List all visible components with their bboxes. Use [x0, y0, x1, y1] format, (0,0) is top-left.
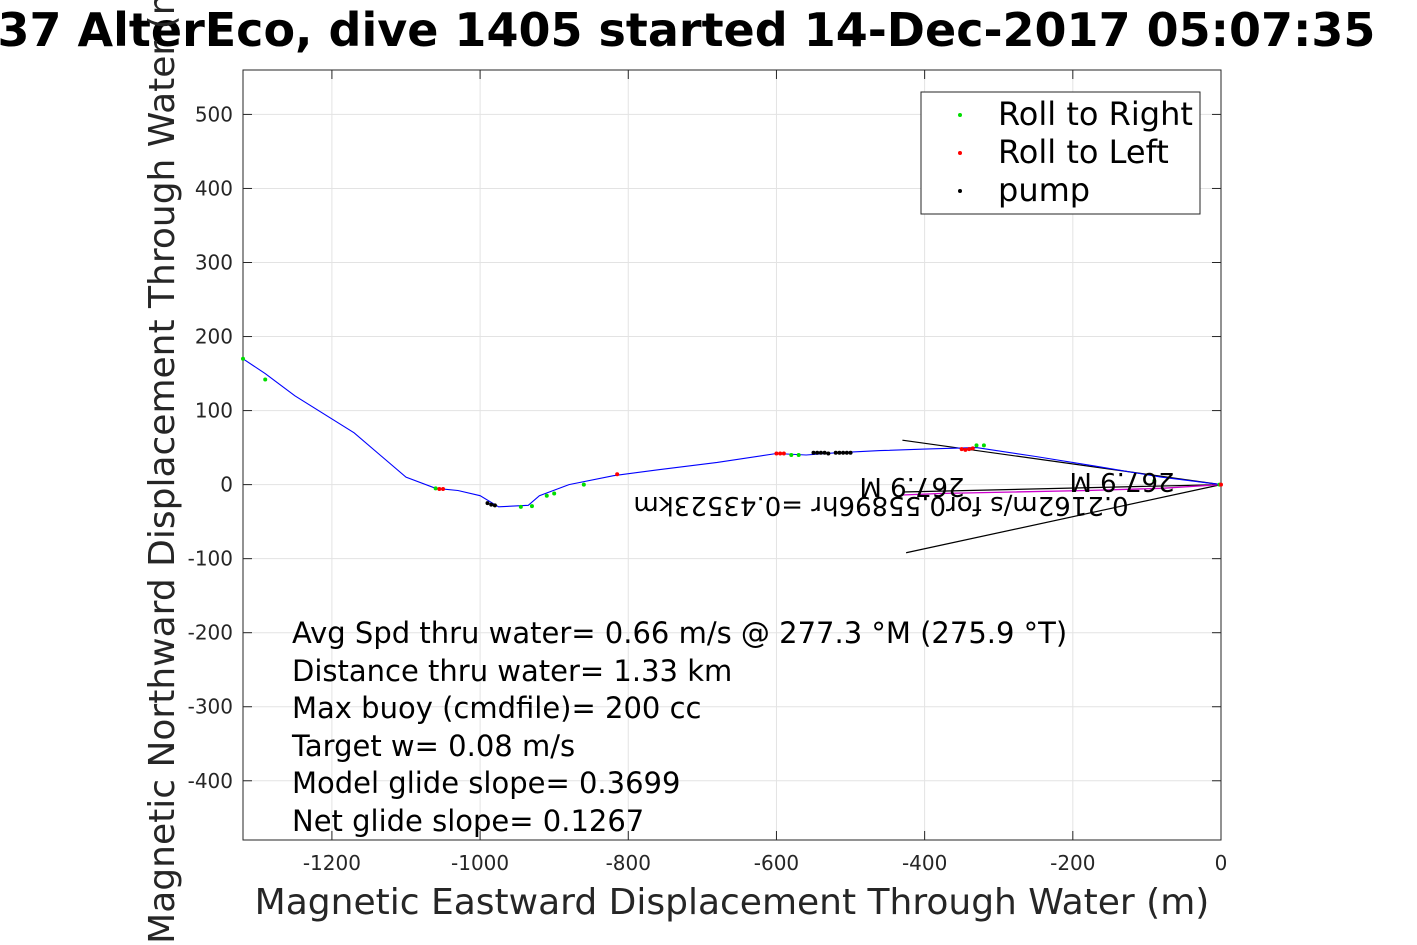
x-tick-label: -1000 [451, 851, 509, 875]
x-tick-label: -1200 [303, 851, 361, 875]
marker-roll-to-right [796, 453, 801, 457]
marker-roll-to-right [544, 493, 549, 498]
marker-roll-to-right [263, 377, 268, 382]
y-tick-label: -200 [188, 621, 233, 645]
marker-pump [485, 501, 490, 506]
y-tick-label: 0 [220, 473, 233, 497]
axis-ticks: -1200 -1000 -800 -600 -400 -200 0-400-300-200-… [188, 70, 1228, 875]
marker-roll-to-right [552, 491, 557, 496]
marker-roll-to-left [615, 472, 620, 477]
marker-roll-to-right [518, 504, 523, 509]
marker-roll-to-left [967, 447, 972, 452]
vector-arrow-shaft [902, 484, 1222, 493]
stat-net-glide: Net glide slope= 0.1267 [292, 804, 644, 838]
x-tick-label: -600 [754, 851, 799, 875]
legend: Roll to Right Roll to Left pump [920, 91, 1201, 215]
marker-roll-to-right [981, 443, 986, 448]
marker-roll-to-right [529, 504, 534, 509]
marker-pump [841, 450, 846, 455]
arrow-annotations: 0.2162m/s for0.55896hr =0.43523km 267.9 … [633, 466, 1174, 520]
marker-roll-to-left [963, 447, 968, 452]
y-tick-label: -100 [188, 547, 233, 571]
data-markers [241, 356, 1223, 509]
marker-roll-to-right [974, 443, 979, 448]
marker-pump [826, 451, 831, 456]
marker-roll-to-left [959, 447, 964, 452]
marker-roll-to-left [437, 487, 442, 492]
arrow-speed-label: 0.2162m/s for0.55896hr =0.43523km [633, 490, 1128, 520]
marker-pump [844, 450, 849, 455]
legend-label-roll-left: Roll to Left [998, 133, 1169, 171]
x-axis-label: Magnetic Eastward Displacement Through W… [255, 882, 1210, 923]
stat-model-glide: Model glide slope= 0.3699 [292, 766, 680, 800]
legend-marker-pump [958, 189, 962, 193]
marker-pump [822, 450, 827, 455]
marker-pump [811, 450, 816, 455]
y-tick-label: 400 [195, 176, 233, 200]
x-tick-label: -800 [606, 851, 651, 875]
marker-roll-to-left [441, 487, 446, 492]
marker-pump [848, 450, 853, 455]
stats-block: Avg Spd thru water= 0.66 m/s @ 277.3 °M … [291, 616, 1067, 838]
marker-roll-to-left [970, 446, 975, 451]
marker-roll-to-left [781, 451, 786, 456]
marker-roll-to-right [581, 482, 586, 487]
stat-avg-speed: Avg Spd thru water= 0.66 m/s @ 277.3 °M … [292, 616, 1067, 650]
mean-track-line [902, 483, 1222, 496]
vector-arrow-head [902, 439, 1222, 486]
marker-pump [818, 450, 823, 455]
legend-label-roll-right: Roll to Right [998, 95, 1193, 133]
marker-roll-to-left [778, 451, 783, 456]
stat-distance: Distance thru water= 1.33 km [292, 654, 732, 688]
y-tick-label: 100 [195, 399, 233, 423]
stat-max-buoy: Max buoy (cmdfile)= 200 cc [292, 691, 701, 725]
vector-arrow-head [905, 484, 1222, 554]
marker-roll-to-left [774, 451, 779, 456]
grid [243, 70, 1222, 840]
y-tick-label: 300 [195, 251, 233, 275]
arrow-bearing-right-label: 267.9 M [1069, 466, 1174, 496]
marker-pump [492, 503, 497, 508]
marker-pump [837, 450, 842, 455]
legend-marker-roll-left [958, 151, 962, 155]
glider-track-line [242, 358, 1222, 508]
chart-title: SG537 AlterEco, dive 1405 started 14-Dec… [0, 3, 1375, 57]
marker-pump [489, 502, 494, 507]
y-axis-label: Magnetic Northward Displacement Through … [142, 0, 183, 944]
marker-roll-to-right [433, 486, 438, 491]
y-tick-label: 500 [195, 102, 233, 126]
legend-marker-roll-right [958, 113, 962, 117]
marker-roll-to-right [789, 453, 794, 457]
stat-target-w: Target w= 0.08 m/s [291, 729, 575, 763]
y-tick-label: -300 [188, 695, 233, 719]
legend-box [920, 91, 1201, 215]
plot-frame [242, 69, 1222, 841]
x-tick-label: 0 [1215, 851, 1228, 875]
legend-label-pump: pump [998, 171, 1090, 209]
marker-pump [815, 450, 820, 455]
arrow-bearing-label: 267.9 M [859, 471, 964, 501]
marker-roll-to-left [1219, 482, 1223, 487]
x-tick-label: -200 [1050, 851, 1095, 875]
y-tick-label: -400 [188, 769, 233, 793]
data-traces [242, 358, 1222, 554]
x-tick-label: -400 [902, 851, 947, 875]
marker-roll-to-right [241, 356, 245, 361]
y-tick-label: 200 [195, 325, 233, 349]
marker-pump [833, 450, 838, 455]
marker-roll-to-right [1152, 478, 1157, 483]
